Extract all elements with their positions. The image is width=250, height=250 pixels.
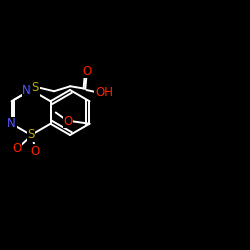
Text: NH: NH — [22, 84, 40, 96]
Text: OH: OH — [95, 86, 113, 99]
Text: O: O — [82, 65, 91, 78]
Text: O: O — [64, 115, 73, 128]
Text: S: S — [27, 128, 35, 141]
Text: O: O — [13, 142, 22, 155]
Text: N: N — [7, 117, 16, 130]
Text: S: S — [32, 81, 39, 94]
Text: O: O — [30, 145, 40, 158]
